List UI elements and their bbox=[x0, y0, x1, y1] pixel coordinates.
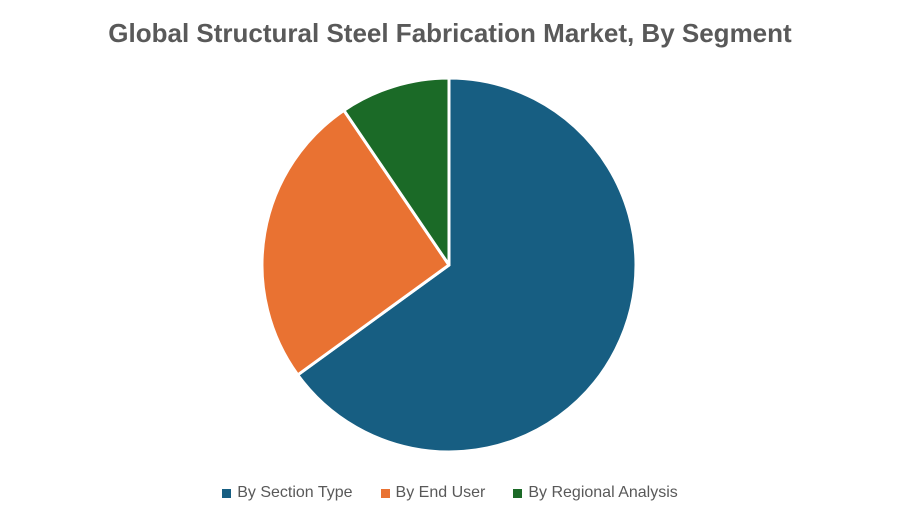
pie-slice-section-type bbox=[296, 76, 638, 454]
legend-swatch-section-type bbox=[222, 488, 232, 498]
legend-item-regional-analysis: By Regional Analysis bbox=[513, 484, 678, 502]
legend-swatch-end-user bbox=[380, 488, 390, 498]
legend-item-end-user: By End User bbox=[380, 484, 486, 502]
legend-label-end-user: By End User bbox=[395, 484, 486, 501]
legend-swatch-regional-analysis bbox=[513, 488, 523, 498]
legend-item-section-type: By Section Type bbox=[222, 484, 353, 502]
legend: By Section Type By End User By Regional … bbox=[0, 484, 900, 502]
pie-slice-end-user bbox=[260, 108, 451, 377]
legend-label-section-type: By Section Type bbox=[237, 484, 353, 501]
chart-title: Global Structural Steel Fabrication Mark… bbox=[108, 18, 792, 48]
legend-label-regional-analysis: By Regional Analysis bbox=[528, 484, 678, 501]
pie-slice-regional-analysis bbox=[342, 76, 451, 267]
